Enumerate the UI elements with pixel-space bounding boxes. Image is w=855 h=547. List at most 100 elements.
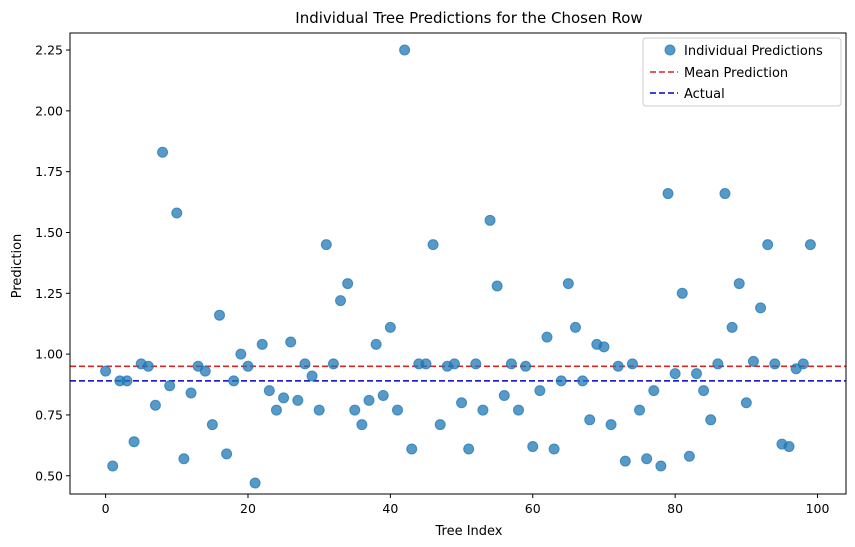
prediction-point: [477, 404, 489, 416]
y-tick-label: 1.00: [35, 347, 63, 362]
prediction-point: [648, 385, 660, 397]
prediction-point: [149, 399, 161, 411]
prediction-point: [804, 239, 816, 251]
prediction-point: [406, 443, 418, 455]
prediction-point: [505, 358, 517, 370]
prediction-point: [683, 450, 695, 462]
prediction-point: [690, 368, 702, 380]
prediction-point: [598, 341, 610, 353]
prediction-point: [726, 321, 738, 333]
prediction-point: [199, 365, 211, 377]
y-tick-label: 1.25: [35, 286, 63, 301]
prediction-point: [299, 358, 311, 370]
prediction-point: [463, 443, 475, 455]
prediction-point: [263, 385, 275, 397]
prediction-point: [569, 321, 581, 333]
prediction-point: [185, 387, 197, 399]
prediction-point: [121, 375, 133, 387]
prediction-point: [206, 419, 218, 431]
prediction-point: [235, 348, 247, 360]
prediction-point: [520, 360, 532, 372]
prediction-point: [306, 370, 318, 382]
prediction-point: [391, 404, 403, 416]
y-tick-label: 0.50: [35, 468, 63, 483]
prediction-point: [747, 355, 759, 367]
prediction-point: [349, 404, 361, 416]
x-axis-ticks: 0 20 40 60 80 100: [102, 494, 830, 516]
prediction-point: [705, 414, 717, 426]
prediction-point: [676, 287, 688, 299]
prediction-point: [107, 460, 119, 472]
x-tick-label: 60: [525, 501, 541, 516]
x-tick-label: 100: [806, 501, 830, 516]
prediction-point: [434, 419, 446, 431]
prediction-point: [541, 331, 553, 343]
y-tick-label: 2.00: [35, 103, 63, 118]
x-tick-label: 80: [667, 501, 683, 516]
prediction-point: [634, 404, 646, 416]
prediction-point: [221, 448, 233, 460]
legend-marker-individual: [664, 44, 676, 56]
chart-title: Individual Tree Predictions for the Chos…: [295, 9, 642, 27]
legend-label-individual: Individual Predictions: [684, 44, 823, 59]
legend-label-actual: Actual: [684, 87, 725, 102]
prediction-point: [242, 360, 254, 372]
prediction-point: [157, 146, 169, 158]
prediction-point: [384, 321, 396, 333]
prediction-point: [733, 278, 745, 290]
prediction-point: [662, 188, 674, 200]
prediction-point: [178, 453, 190, 465]
prediction-point: [256, 338, 268, 350]
x-axis-title: Tree Index: [434, 524, 502, 539]
legend-box: [642, 37, 842, 107]
prediction-point: [448, 358, 460, 370]
prediction-point: [470, 358, 482, 370]
prediction-point: [527, 441, 539, 453]
x-tick-label: 20: [240, 501, 256, 516]
prediction-point: [320, 239, 332, 251]
prediction-point: [548, 443, 560, 455]
prediction-point: [484, 214, 496, 226]
prediction-point: [562, 278, 574, 290]
prediction-point: [171, 207, 183, 219]
prediction-point: [285, 336, 297, 348]
prediction-point: [363, 394, 375, 406]
prediction-point: [249, 477, 261, 489]
prediction-point: [513, 404, 525, 416]
prediction-point: [270, 404, 282, 416]
prediction-point: [755, 302, 767, 314]
prediction-point: [719, 188, 731, 200]
prediction-point: [669, 368, 681, 380]
prediction-point: [456, 397, 468, 409]
prediction-point: [612, 360, 624, 372]
y-tick-label: 0.75: [35, 407, 63, 422]
prediction-point: [577, 375, 589, 387]
y-tick-label: 2.25: [35, 43, 63, 58]
prediction-point: [740, 397, 752, 409]
x-tick-label: 0: [102, 501, 110, 516]
prediction-point: [142, 360, 154, 372]
prediction-point: [762, 239, 774, 251]
prediction-point: [335, 295, 347, 307]
y-tick-label: 1.50: [35, 225, 63, 240]
y-tick-label: 1.75: [35, 164, 63, 179]
prediction-point: [356, 419, 368, 431]
prediction-point: [377, 389, 389, 401]
scatter-points: [100, 44, 816, 489]
prediction-point: [228, 375, 240, 387]
prediction-point: [605, 419, 617, 431]
prediction-point: [128, 436, 140, 448]
prediction-point: [769, 358, 781, 370]
x-tick-label: 40: [382, 501, 398, 516]
prediction-point: [370, 338, 382, 350]
prediction-point: [420, 358, 432, 370]
prediction-point: [619, 455, 631, 467]
prediction-point: [584, 414, 596, 426]
legend-label-mean: Mean Prediction: [684, 66, 788, 81]
prediction-point: [797, 358, 809, 370]
prediction-point: [100, 365, 112, 377]
plot-frame: [69, 32, 847, 495]
prediction-point: [278, 392, 290, 404]
prediction-point: [783, 441, 795, 453]
